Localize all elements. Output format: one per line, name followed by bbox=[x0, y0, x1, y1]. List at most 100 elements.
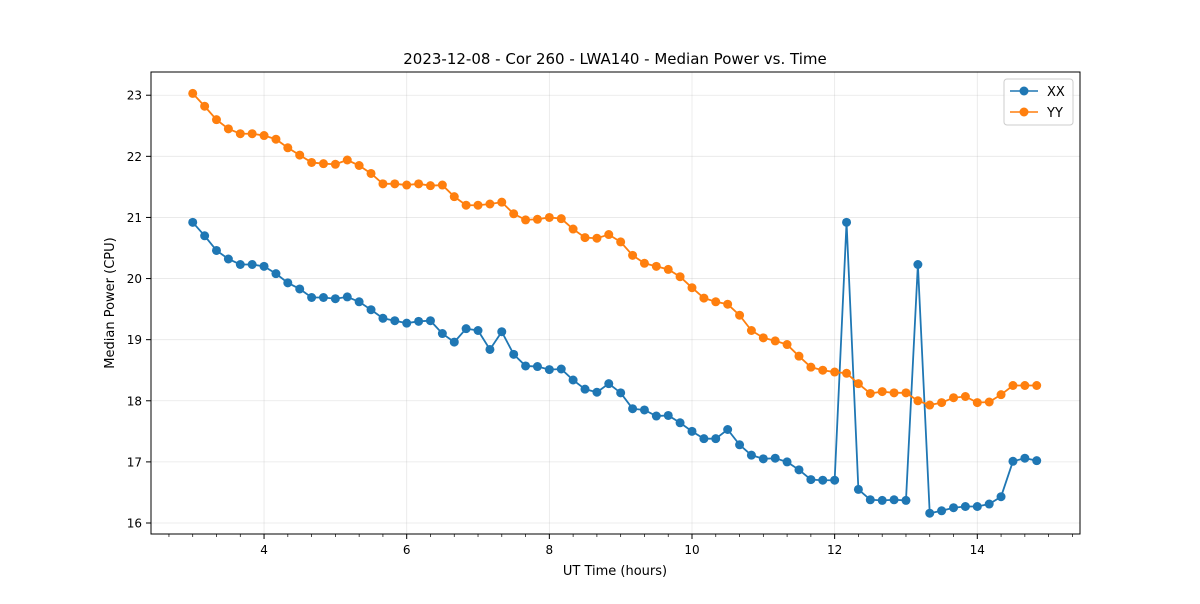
data-point-xx bbox=[1020, 453, 1030, 463]
data-point-xx bbox=[699, 434, 709, 444]
data-point-xx bbox=[307, 293, 317, 302]
data-point-xx bbox=[188, 217, 198, 227]
data-point-yy bbox=[675, 272, 685, 282]
data-point-yy bbox=[770, 336, 780, 346]
x-tick-label: 10 bbox=[684, 543, 699, 557]
data-point-yy bbox=[651, 261, 661, 271]
data-point-yy bbox=[532, 214, 542, 224]
data-point-xx bbox=[889, 495, 899, 505]
x-tick-label: 6 bbox=[403, 543, 411, 557]
data-point-xx bbox=[853, 484, 863, 494]
data-point-yy bbox=[877, 387, 887, 397]
data-point-xx bbox=[485, 344, 495, 354]
y-axis-label: Median Power (CPU) bbox=[103, 237, 118, 368]
data-point-yy bbox=[699, 293, 709, 303]
data-point-yy bbox=[865, 388, 875, 398]
data-point-yy bbox=[628, 250, 638, 260]
data-point-yy bbox=[925, 400, 935, 410]
data-point-yy bbox=[639, 258, 649, 268]
data-point-xx bbox=[247, 260, 257, 269]
data-point-yy bbox=[687, 283, 697, 293]
data-point-yy bbox=[485, 199, 495, 209]
y-tick-label: 21 bbox=[127, 211, 142, 225]
data-point-xx bbox=[437, 329, 447, 339]
data-point-yy bbox=[449, 192, 459, 202]
data-point-yy bbox=[746, 326, 756, 335]
data-point-yy bbox=[949, 393, 959, 403]
data-point-yy bbox=[188, 88, 198, 98]
data-point-yy bbox=[972, 398, 982, 408]
data-point-xx bbox=[639, 405, 649, 415]
data-point-yy bbox=[735, 310, 745, 320]
data-point-yy bbox=[1008, 381, 1018, 390]
data-point-yy bbox=[437, 180, 447, 190]
data-point-yy bbox=[247, 129, 257, 139]
data-point-xx bbox=[1008, 456, 1018, 466]
data-point-xx bbox=[996, 492, 1006, 502]
series-yy bbox=[188, 88, 1042, 410]
data-point-yy bbox=[330, 159, 340, 169]
data-point-xx bbox=[449, 337, 459, 347]
data-point-yy bbox=[283, 143, 293, 153]
y-tick-label: 17 bbox=[127, 455, 142, 469]
data-point-yy bbox=[580, 233, 590, 243]
series-xx bbox=[188, 217, 1042, 518]
data-point-xx bbox=[532, 362, 542, 372]
data-point-yy bbox=[889, 388, 899, 398]
data-point-xx bbox=[746, 450, 756, 460]
data-point-yy bbox=[711, 297, 721, 307]
data-point-yy bbox=[592, 233, 602, 243]
data-point-xx bbox=[592, 387, 602, 397]
y-tick-label: 16 bbox=[127, 517, 142, 531]
x-tick-label: 14 bbox=[970, 543, 985, 557]
x-axis-label: UT Time (hours) bbox=[563, 564, 667, 579]
data-point-xx bbox=[877, 495, 887, 505]
data-point-xx bbox=[663, 410, 673, 420]
data-point-xx bbox=[318, 293, 328, 302]
data-point-xx bbox=[295, 284, 305, 294]
grid bbox=[151, 72, 1080, 534]
data-point-yy bbox=[806, 362, 816, 372]
data-point-yy bbox=[937, 398, 947, 408]
data-point-yy bbox=[425, 181, 435, 191]
data-point-xx bbox=[770, 453, 780, 463]
data-point-xx bbox=[366, 305, 376, 315]
data-point-xx bbox=[758, 454, 768, 464]
data-point-yy bbox=[1032, 381, 1042, 390]
data-point-yy bbox=[984, 397, 994, 407]
data-point-xx bbox=[913, 260, 923, 269]
data-point-xx bbox=[378, 313, 388, 323]
x-axis: 4 6 8 10 12 14 bbox=[168, 534, 1073, 557]
data-point-yy bbox=[853, 379, 863, 389]
data-point-xx bbox=[283, 278, 293, 288]
data-point-xx bbox=[354, 297, 364, 307]
data-point-xx bbox=[842, 217, 852, 227]
data-point-xx bbox=[782, 457, 792, 467]
data-point-xx bbox=[330, 294, 340, 304]
series-layer bbox=[188, 88, 1042, 518]
data-point-yy bbox=[259, 131, 269, 141]
data-point-yy bbox=[521, 215, 531, 225]
data-point-yy bbox=[295, 150, 305, 160]
data-point-yy bbox=[996, 390, 1006, 400]
data-point-xx bbox=[271, 269, 281, 279]
data-point-yy bbox=[390, 179, 400, 189]
data-point-xx bbox=[687, 426, 697, 436]
data-point-yy bbox=[913, 396, 923, 406]
data-point-yy bbox=[497, 197, 507, 207]
data-point-yy bbox=[556, 214, 566, 224]
data-point-xx bbox=[865, 495, 875, 505]
legend-xx-label: XX bbox=[1047, 85, 1065, 100]
data-point-yy bbox=[604, 230, 614, 240]
data-point-yy bbox=[509, 209, 519, 219]
data-point-yy bbox=[402, 180, 412, 190]
data-point-yy bbox=[414, 179, 424, 189]
data-point-xx bbox=[521, 361, 531, 371]
data-point-xx bbox=[223, 254, 233, 264]
chart-title: 2023-12-08 - Cor 260 - LWA140 - Median P… bbox=[403, 50, 827, 68]
data-point-yy bbox=[901, 388, 911, 398]
data-point-xx bbox=[473, 326, 483, 335]
data-point-xx bbox=[925, 508, 935, 518]
data-point-xx bbox=[235, 260, 245, 269]
data-point-yy bbox=[960, 392, 970, 401]
